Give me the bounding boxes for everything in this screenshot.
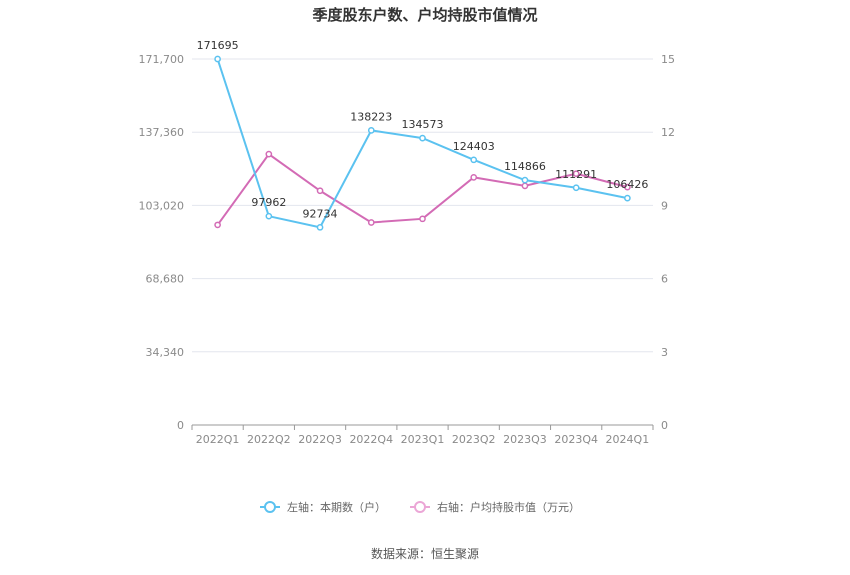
data-point bbox=[470, 173, 478, 181]
right-axis-tick-label: 12 bbox=[661, 126, 675, 139]
data-label: 171695 bbox=[197, 39, 239, 52]
chart-title: 季度股东户数、户均持股市值情况 bbox=[312, 6, 537, 24]
data-point bbox=[214, 55, 221, 63]
data-label: 124403 bbox=[453, 140, 495, 153]
left-axis-tick-label: 171,700 bbox=[139, 53, 185, 66]
left-axis-tick-label: 34,340 bbox=[146, 346, 185, 359]
data-point bbox=[316, 187, 324, 195]
x-axis-tick-label: 2023Q4 bbox=[554, 433, 598, 446]
x-axis-tick-label: 2022Q4 bbox=[349, 433, 393, 446]
x-axis-tick-label: 2023Q2 bbox=[452, 433, 496, 446]
data-point bbox=[367, 127, 375, 134]
x-axis-tick-label: 2023Q3 bbox=[503, 433, 547, 446]
data-point bbox=[316, 223, 324, 231]
data-point bbox=[624, 183, 631, 191]
series-line bbox=[216, 152, 628, 226]
grid-lines bbox=[192, 58, 653, 426]
series-right bbox=[214, 150, 631, 229]
right-axis-tick-label: 6 bbox=[661, 273, 668, 286]
data-label: 138223 bbox=[350, 110, 392, 123]
left-axis-tick-label: 68,680 bbox=[146, 273, 185, 286]
data-point bbox=[521, 176, 529, 184]
x-axis-ticks: 2022Q1 2022Q2 2022Q3 2022Q4 2023Q1 2023Q2 2023… bbox=[191, 425, 654, 446]
legend-marker-icon bbox=[414, 501, 426, 513]
legend-marker-icon bbox=[264, 501, 276, 513]
data-point bbox=[572, 170, 580, 178]
left-axis-ticks: 0 34,340 68,680 103,020 137,360 171,700 bbox=[139, 53, 185, 432]
data-point bbox=[470, 156, 478, 164]
right-axis-tick-label: 9 bbox=[661, 199, 668, 212]
x-axis-tick-label: 2022Q2 bbox=[247, 433, 291, 446]
x-axis-tick-label: 2022Q3 bbox=[298, 433, 342, 446]
right-axis-tick-label: 0 bbox=[661, 419, 668, 432]
data-label: 111291 bbox=[555, 168, 597, 181]
data-label: 106426 bbox=[606, 178, 648, 191]
data-point bbox=[624, 194, 631, 202]
series-left: 171695 97962 92734 138223 134573 124403 114866… bbox=[197, 39, 648, 231]
data-point bbox=[265, 150, 273, 158]
right-axis-tick-label: 3 bbox=[661, 346, 668, 359]
data-point bbox=[572, 184, 580, 192]
x-axis-tick-label: 2022Q1 bbox=[196, 433, 240, 446]
data-label: 92734 bbox=[303, 207, 338, 220]
left-axis-tick-label: 137,360 bbox=[139, 126, 185, 139]
x-axis-tick-label: 2024Q1 bbox=[606, 433, 650, 446]
data-point bbox=[367, 219, 375, 226]
legend-item[interactable]: 左轴：本期数（户） bbox=[260, 500, 386, 514]
left-axis-tick-label: 103,020 bbox=[139, 199, 185, 212]
data-label: 134573 bbox=[402, 118, 444, 131]
legend-label: 右轴：户均持股市值（万元） bbox=[437, 500, 580, 514]
legend-label: 左轴：本期数（户） bbox=[287, 500, 386, 514]
data-point bbox=[265, 212, 273, 220]
legend-item[interactable]: 右轴：户均持股市值（万元） bbox=[410, 500, 580, 514]
data-point bbox=[419, 215, 426, 223]
legend[interactable]: 左轴：本期数（户） 右轴：户均持股市值（万元） bbox=[260, 500, 580, 514]
data-label: 97962 bbox=[251, 196, 286, 209]
left-axis-tick-label: 0 bbox=[177, 419, 184, 432]
series-layer: 171695 97962 92734 138223 134573 124403 114866… bbox=[197, 39, 648, 231]
data-point bbox=[214, 221, 221, 229]
data-point bbox=[521, 182, 529, 190]
right-axis-ticks: 0 3 6 9 12 15 bbox=[661, 53, 675, 432]
data-point bbox=[419, 134, 426, 142]
right-axis-tick-label: 15 bbox=[661, 53, 675, 66]
source-note: 数据来源：恒生聚源 bbox=[371, 546, 479, 561]
x-axis-tick-label: 2023Q1 bbox=[401, 433, 445, 446]
data-label: 114866 bbox=[504, 160, 546, 173]
